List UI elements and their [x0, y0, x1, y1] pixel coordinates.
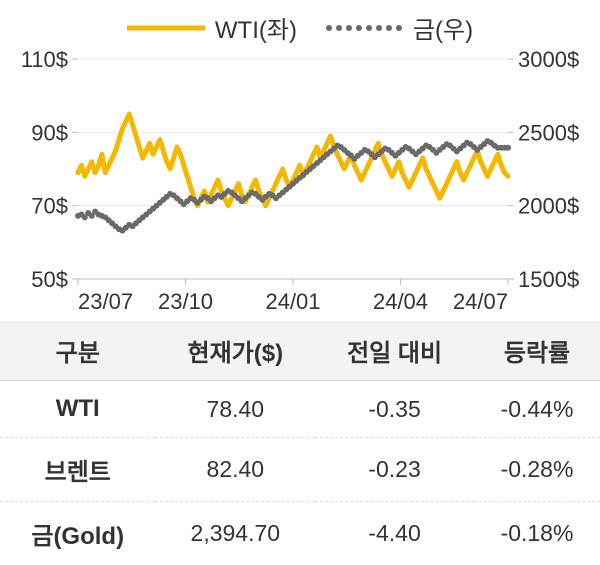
- row-name: 금(Gold): [0, 502, 155, 565]
- commodity-table: 구분 현재가($) 전일 대비 등락률 WTI 78.40 -0.35 -0.4…: [0, 321, 600, 565]
- svg-text:3000$: 3000$: [518, 51, 579, 72]
- legend-swatch-gold: [325, 23, 403, 33]
- chart-and-table-panel: WTI(좌) 금(우) 50$ 70$ 90$ 110$ 1500$ 2000$ 2500$…: [0, 0, 600, 561]
- row-diff: -0.23: [315, 438, 474, 502]
- col-header: 전일 대비: [315, 321, 474, 381]
- row-pct: -0.28%: [474, 438, 600, 502]
- svg-text:110$: 110$: [21, 51, 68, 72]
- svg-text:23/07: 23/07: [78, 289, 133, 314]
- legend-item-wti: WTI(좌): [127, 10, 297, 45]
- table-header: 구분 현재가($) 전일 대비 등락률: [0, 321, 600, 381]
- svg-text:24/07: 24/07: [453, 289, 508, 314]
- row-price: 78.40: [155, 381, 315, 438]
- svg-text:2500$: 2500$: [518, 120, 579, 145]
- row-pct: -0.44%: [474, 381, 600, 438]
- row-diff: -0.35: [315, 381, 474, 438]
- row-name: WTI: [0, 381, 155, 438]
- legend-swatch-wti: [127, 23, 205, 33]
- legend-item-gold: 금(우): [325, 10, 473, 45]
- svg-text:50$: 50$: [31, 267, 68, 292]
- row-price: 82.40: [155, 438, 315, 502]
- svg-text:70$: 70$: [31, 194, 68, 219]
- svg-text:23/10: 23/10: [158, 289, 213, 314]
- row-name: 브렌트: [0, 438, 155, 502]
- row-pct: -0.18%: [474, 502, 600, 565]
- svg-text:24/04: 24/04: [373, 289, 428, 314]
- legend-label-wti: WTI(좌): [215, 10, 297, 45]
- legend: WTI(좌) 금(우): [0, 0, 600, 51]
- col-header: 현재가($): [155, 321, 315, 381]
- svg-text:24/01: 24/01: [265, 289, 320, 314]
- chart-svg: 50$ 70$ 90$ 110$ 1500$ 2000$ 2500$ 3000$ 23/07 23…: [0, 51, 600, 321]
- row-price: 2,394.70: [155, 502, 315, 565]
- svg-text:90$: 90$: [31, 120, 68, 145]
- table-row: WTI 78.40 -0.35 -0.44%: [0, 381, 600, 438]
- dual-axis-line-chart: 50$ 70$ 90$ 110$ 1500$ 2000$ 2500$ 3000$ 23/07 23…: [0, 51, 600, 321]
- row-diff: -4.40: [315, 502, 474, 565]
- col-header: 등락률: [474, 321, 600, 381]
- table-row: 금(Gold) 2,394.70 -4.40 -0.18%: [0, 502, 600, 565]
- table-row: 브렌트 82.40 -0.23 -0.28%: [0, 438, 600, 502]
- svg-text:2000$: 2000$: [518, 194, 579, 219]
- table-body: WTI 78.40 -0.35 -0.44% 브렌트 82.40 -0.23 -…: [0, 381, 600, 565]
- legend-label-gold: 금(우): [413, 10, 473, 45]
- col-header: 구분: [0, 321, 155, 381]
- svg-text:1500$: 1500$: [518, 267, 579, 292]
